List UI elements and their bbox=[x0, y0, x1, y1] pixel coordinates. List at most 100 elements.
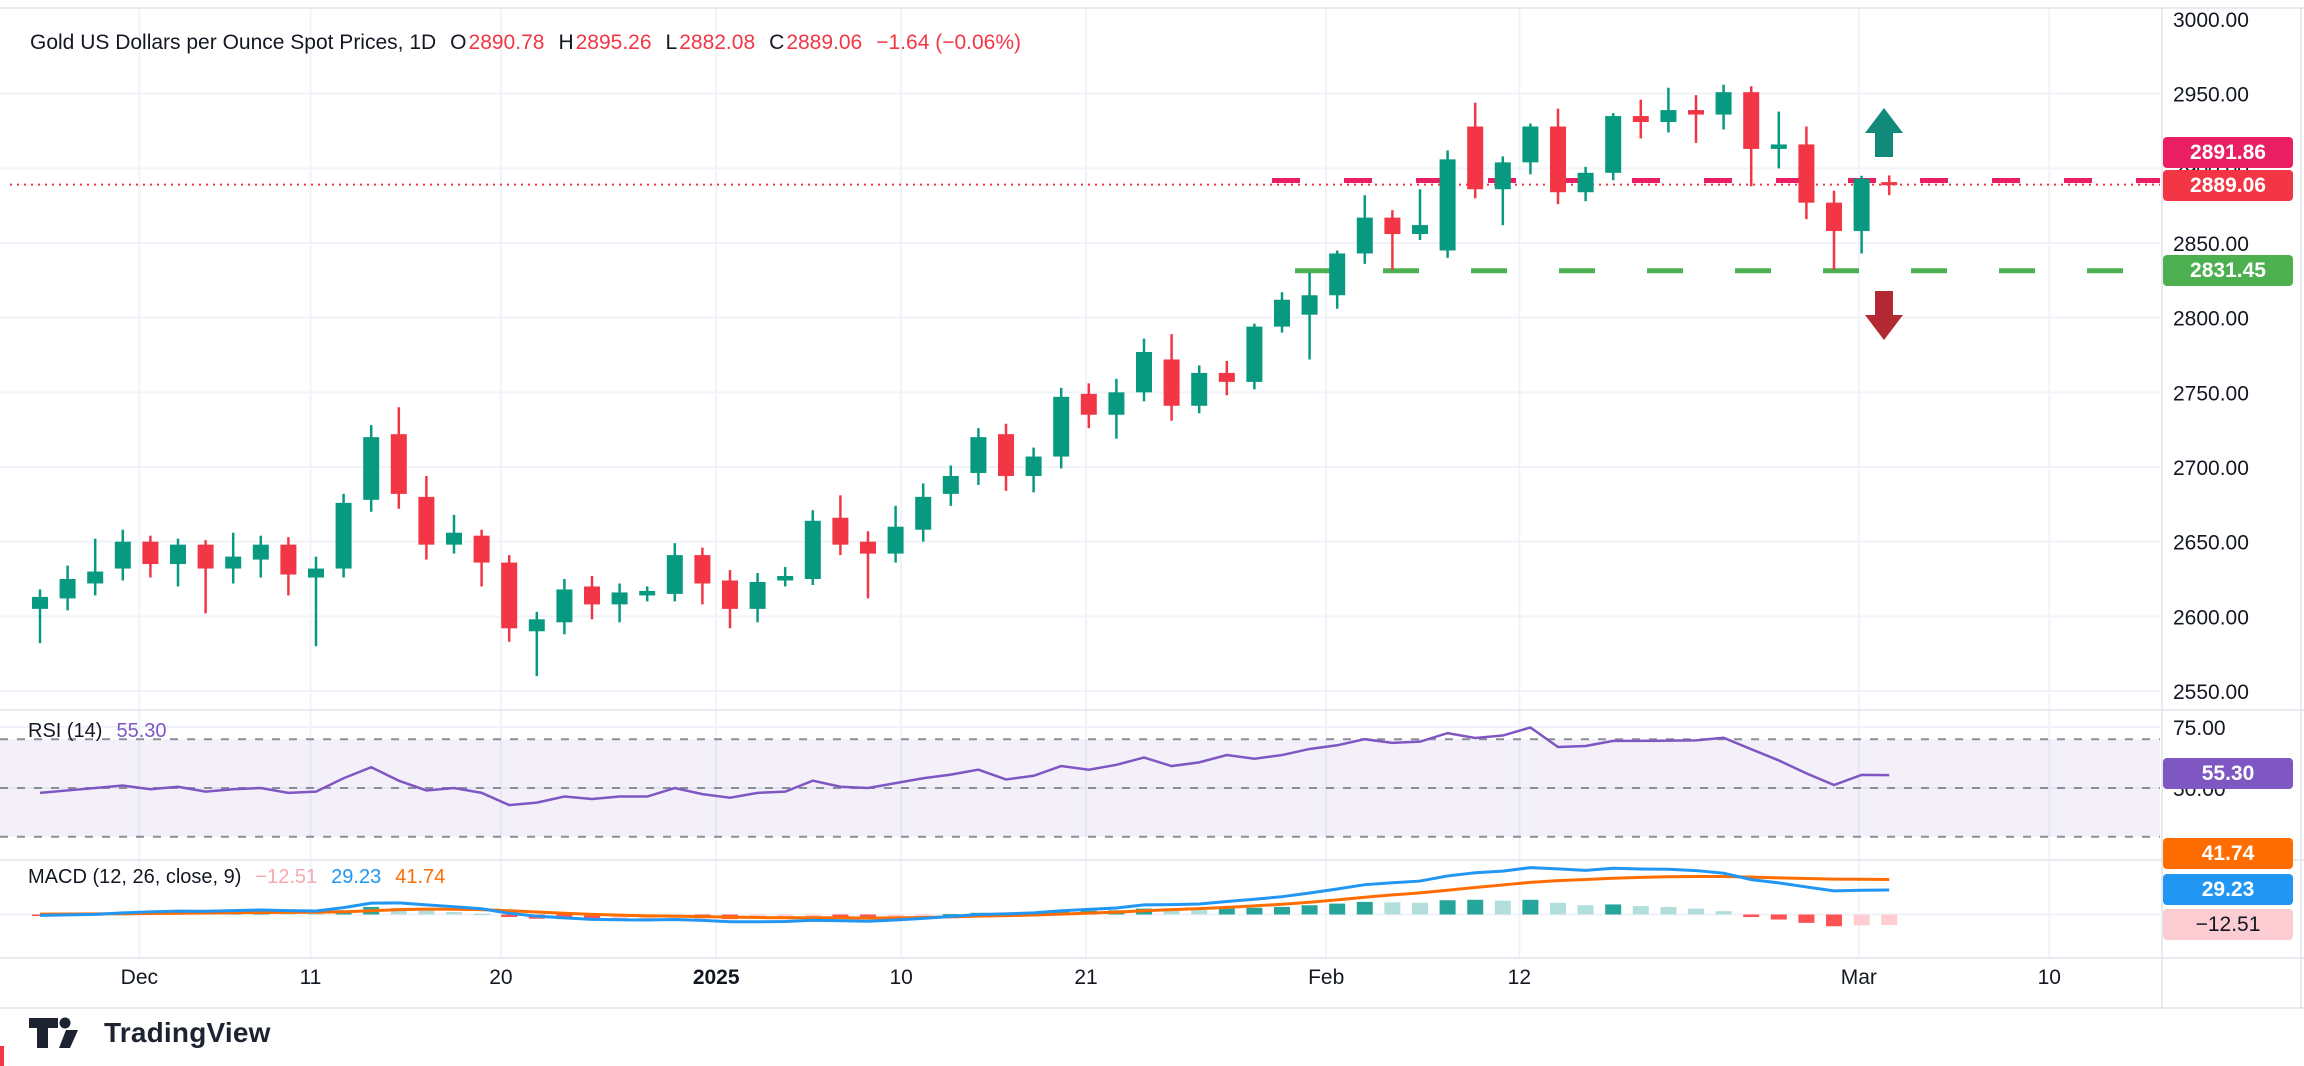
candle[interactable] bbox=[1246, 323, 1263, 390]
candle[interactable] bbox=[1356, 195, 1373, 264]
rsi-legend: RSI (14) 55.30 bbox=[28, 720, 167, 743]
price-axis-label: 2750.00 bbox=[2173, 382, 2249, 405]
candle[interactable] bbox=[1053, 387, 1070, 469]
candle[interactable] bbox=[446, 514, 462, 554]
candle[interactable] bbox=[252, 535, 269, 578]
ohlc-close: C 2889.06 bbox=[769, 31, 863, 54]
candle[interactable] bbox=[1191, 365, 1208, 414]
macd-hist-bar bbox=[1770, 914, 1787, 920]
macd-hist-badge: −12.51 bbox=[2163, 909, 2293, 940]
candle[interactable] bbox=[611, 583, 628, 623]
candle[interactable] bbox=[887, 505, 904, 563]
candles-layer[interactable] bbox=[32, 84, 1898, 677]
macd-hist-bar bbox=[1688, 908, 1704, 915]
candle[interactable] bbox=[1743, 86, 1760, 187]
candle[interactable] bbox=[1025, 447, 1042, 493]
candle[interactable] bbox=[1577, 166, 1594, 202]
candle[interactable] bbox=[308, 556, 324, 647]
macd-hist-bar bbox=[473, 913, 490, 916]
candle[interactable] bbox=[1412, 189, 1428, 241]
price-axis-label: 2800.00 bbox=[2173, 308, 2249, 331]
candle[interactable] bbox=[749, 573, 766, 623]
candle[interactable] bbox=[1218, 360, 1235, 396]
tradingview-brand-text: TradingView bbox=[104, 1017, 271, 1048]
price-axis-label: 2700.00 bbox=[2173, 457, 2249, 480]
candle[interactable] bbox=[335, 493, 352, 578]
macd-hist-bar bbox=[1522, 899, 1539, 915]
candle[interactable] bbox=[1522, 123, 1539, 175]
candle[interactable] bbox=[556, 578, 573, 635]
candle[interactable] bbox=[1770, 111, 1787, 169]
candle[interactable] bbox=[1550, 108, 1566, 205]
candle[interactable] bbox=[1329, 250, 1346, 309]
time-axis[interactable] bbox=[0, 958, 2162, 1008]
candle[interactable] bbox=[722, 570, 738, 629]
candle[interactable] bbox=[1108, 378, 1125, 439]
candle[interactable] bbox=[390, 407, 407, 509]
tradingview-attribution[interactable]: TradingView bbox=[28, 1014, 271, 1052]
candle[interactable] bbox=[1826, 190, 1842, 270]
candle[interactable] bbox=[970, 428, 987, 485]
macd-hist-bar bbox=[1853, 914, 1870, 926]
candle[interactable] bbox=[142, 535, 159, 578]
candle[interactable] bbox=[998, 423, 1014, 491]
macd-hist-bar bbox=[1356, 901, 1373, 915]
candle[interactable] bbox=[1853, 175, 1870, 254]
candle[interactable] bbox=[501, 555, 518, 642]
candle[interactable] bbox=[87, 538, 104, 596]
rsi-panel bbox=[0, 726, 2160, 838]
macd-hist-bar bbox=[1605, 904, 1622, 915]
candle[interactable] bbox=[1301, 272, 1318, 360]
macd-panel bbox=[32, 866, 1898, 927]
candle[interactable] bbox=[777, 567, 794, 587]
time-axis-label: 10 bbox=[2038, 966, 2061, 989]
candle[interactable] bbox=[473, 529, 490, 587]
candle[interactable] bbox=[280, 537, 297, 596]
down-arrow-icon bbox=[1865, 291, 1903, 340]
macd-hist-bar bbox=[1218, 908, 1235, 915]
candle[interactable] bbox=[639, 586, 656, 602]
candle[interactable] bbox=[1163, 334, 1180, 421]
candle[interactable] bbox=[1274, 292, 1290, 333]
candle[interactable] bbox=[832, 495, 849, 556]
candle[interactable] bbox=[197, 540, 214, 614]
macd-hist-bar bbox=[804, 914, 821, 918]
candle[interactable] bbox=[1688, 95, 1704, 143]
price-level-lines[interactable] bbox=[10, 177, 2160, 274]
candle[interactable] bbox=[942, 465, 959, 506]
candle[interactable] bbox=[1660, 87, 1677, 133]
candle[interactable] bbox=[1798, 126, 1815, 220]
rsi-line bbox=[39, 726, 1890, 807]
candle[interactable] bbox=[170, 538, 186, 587]
candle[interactable] bbox=[418, 475, 435, 560]
macd-hist-bar bbox=[1550, 902, 1566, 915]
candle[interactable] bbox=[528, 611, 545, 677]
candle[interactable] bbox=[1605, 113, 1622, 181]
candle[interactable] bbox=[1632, 99, 1649, 139]
candle[interactable] bbox=[1136, 338, 1152, 402]
candle[interactable] bbox=[225, 532, 242, 584]
candle[interactable] bbox=[32, 589, 48, 644]
candle[interactable] bbox=[1439, 150, 1456, 258]
candle[interactable] bbox=[1467, 102, 1484, 199]
macd-hist-bar bbox=[1329, 903, 1346, 915]
macd-hist-bar bbox=[915, 914, 932, 916]
candle[interactable] bbox=[1384, 210, 1401, 270]
candle[interactable] bbox=[1715, 84, 1732, 130]
candle[interactable] bbox=[666, 543, 683, 602]
macd-line-badge: 29.23 bbox=[2163, 874, 2293, 905]
candle[interactable] bbox=[363, 425, 380, 512]
change-value: −1.64 (−0.06%) bbox=[876, 31, 1021, 54]
candle[interactable] bbox=[694, 547, 711, 605]
candle[interactable] bbox=[1080, 383, 1097, 429]
candle[interactable] bbox=[59, 565, 76, 611]
price-axis-label: 3000.00 bbox=[2173, 9, 2249, 32]
candle[interactable] bbox=[804, 510, 821, 585]
candle[interactable] bbox=[1494, 156, 1511, 226]
candle[interactable] bbox=[584, 576, 600, 620]
candle[interactable] bbox=[114, 529, 131, 581]
candle[interactable] bbox=[1881, 175, 1898, 196]
candle[interactable] bbox=[915, 483, 932, 542]
candle[interactable] bbox=[860, 531, 876, 599]
